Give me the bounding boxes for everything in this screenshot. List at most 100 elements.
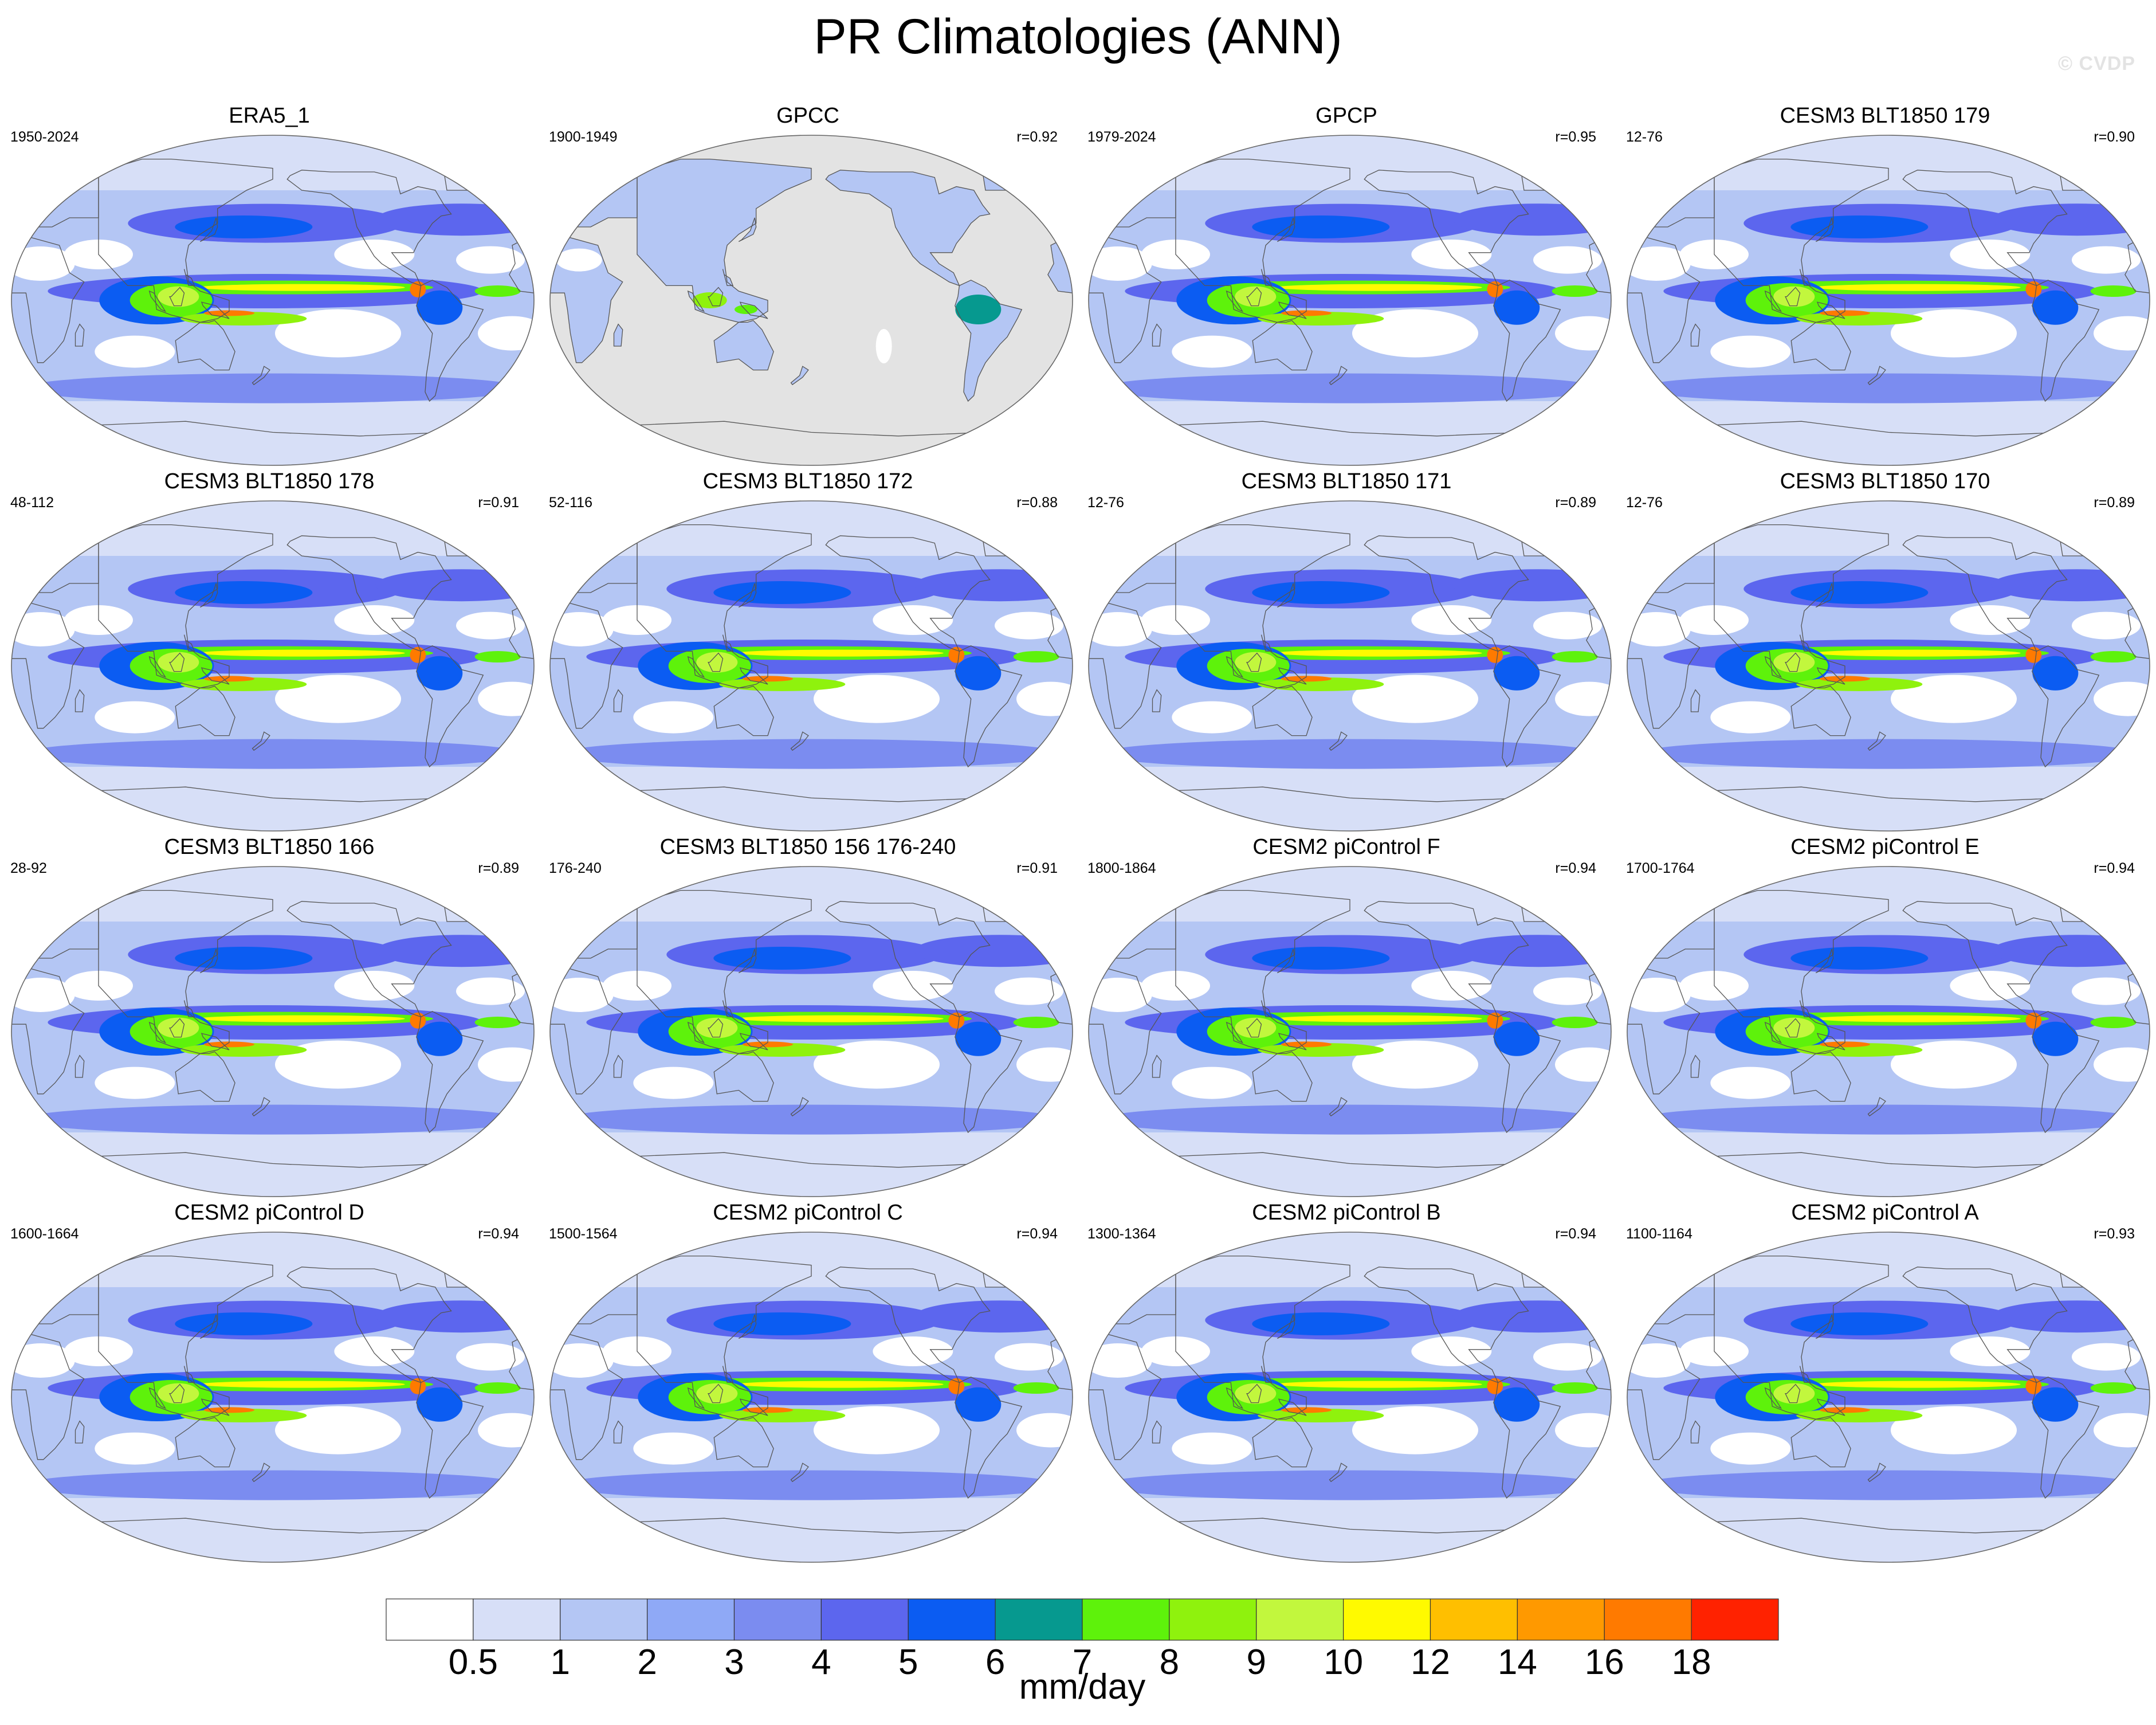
panel-title: CESM3 BLT1850 156 176-240 <box>659 835 956 859</box>
precipitation-map <box>1627 135 2150 466</box>
precipitation-map <box>11 500 535 832</box>
panel-correlation: r=0.92 <box>1016 129 1058 145</box>
panel-title: CESM2 piControl A <box>1791 1201 1979 1225</box>
colorbar-tick-label: 6 <box>985 1642 1006 1682</box>
colorbar: 0.5 1 2 3 4 5 6 7 8 9 10 12 14 16 18 <box>386 1598 1779 1682</box>
panel-title: CESM2 piControl E <box>1790 835 1980 859</box>
map-border <box>1627 135 2150 466</box>
colorbar-swatch <box>1691 1598 1779 1641</box>
panel-years: 12-76 <box>1626 129 1663 145</box>
map-panel: CESM3 BLT1850 166 28-92 r=0.89 <box>0 834 539 1201</box>
map-panel: CESM2 piControl F 1800-1864 r=0.94 <box>1077 834 1616 1201</box>
panel-years: 1600-1664 <box>10 1226 79 1242</box>
panel-title: CESM3 BLT1850 179 <box>1780 104 1990 128</box>
panel-correlation: r=0.89 <box>478 860 519 876</box>
colorbar-tick-label: 9 <box>1246 1642 1266 1682</box>
map-border <box>1627 1232 2150 1563</box>
map-border <box>549 135 1073 466</box>
colorbar-tick-label: 0.5 <box>448 1642 498 1682</box>
precipitation-map <box>1088 500 1612 832</box>
map-border <box>1088 866 1612 1197</box>
map-panel: CESM2 piControl D 1600-1664 r=0.94 <box>0 1200 539 1567</box>
panel-years: 48-112 <box>10 495 54 511</box>
colorbar-tick-label: 5 <box>898 1642 918 1682</box>
colorbar-tick-label: 7 <box>1072 1642 1093 1682</box>
panel-years: 1100-1164 <box>1626 1226 1692 1242</box>
colorbar-swatch <box>820 1598 909 1641</box>
colorbar-swatches <box>386 1598 1779 1641</box>
panel-years: 176-240 <box>549 860 602 876</box>
panel-years: 1979-2024 <box>1087 129 1156 145</box>
precipitation-map <box>1627 1232 2150 1563</box>
precipitation-map <box>549 135 1073 466</box>
colorbar-tick-label: 14 <box>1497 1642 1537 1682</box>
panel-title: CESM3 BLT1850 172 <box>702 469 913 493</box>
colorbar-swatch <box>908 1598 996 1641</box>
colorbar-swatch <box>1604 1598 1692 1641</box>
map-panel: CESM3 BLT1850 156 176-240 176-240 r=0.91 <box>539 834 1077 1201</box>
panel-title: CESM2 piControl D <box>174 1201 364 1225</box>
precipitation-map <box>1088 1232 1612 1563</box>
map-panel: CESM3 BLT1850 171 12-76 r=0.89 <box>1077 469 1616 836</box>
map-border <box>549 500 1073 832</box>
panel-title: CESM3 BLT1850 170 <box>1780 469 1990 493</box>
map-border <box>1088 500 1612 832</box>
map-panel: CESM2 piControl C 1500-1564 r=0.94 <box>539 1200 1077 1567</box>
panel-years: 12-76 <box>1626 495 1663 511</box>
panel-correlation: r=0.95 <box>1555 129 1596 145</box>
colorbar-tick-label: 3 <box>724 1642 744 1682</box>
colorbar-tick-label: 1 <box>550 1642 570 1682</box>
colorbar-units-label: mm/day <box>1019 1667 1146 1707</box>
map-border <box>1088 135 1612 466</box>
panel-correlation: r=0.94 <box>478 1226 519 1242</box>
panel-correlation: r=0.91 <box>1016 860 1058 876</box>
panel-title: CESM3 BLT1850 166 <box>164 835 375 859</box>
colorbar-swatch <box>1343 1598 1431 1641</box>
coastlines <box>1089 515 1611 831</box>
colorbar-tick-label: 18 <box>1671 1642 1711 1682</box>
precipitation-map <box>11 1232 535 1563</box>
colorbar-tick-label: 12 <box>1411 1642 1450 1682</box>
colorbar-swatch <box>1082 1598 1170 1641</box>
map-border <box>549 1232 1073 1563</box>
precipitation-map <box>1627 866 2150 1197</box>
map-border <box>11 1232 535 1563</box>
panel-correlation: r=0.94 <box>1555 1226 1596 1242</box>
colorbar-tick-label: 8 <box>1159 1642 1180 1682</box>
panel-years: 1700-1764 <box>1626 860 1695 876</box>
map-border <box>1627 866 2150 1197</box>
colorbar-tick-labels: 0.5 1 2 3 4 5 6 7 8 9 10 12 14 16 18 <box>386 1640 1778 1686</box>
map-panel: CESM3 BLT1850 170 12-76 r=0.89 <box>1616 469 2154 836</box>
colorbar-swatch <box>733 1598 822 1641</box>
map-panel: CESM2 piControl E 1700-1764 r=0.94 <box>1616 834 2154 1201</box>
page-title: PR Climatologies (ANN) <box>814 9 1342 64</box>
panel-title: CESM3 BLT1850 178 <box>164 469 375 493</box>
colorbar-tick-label: 10 <box>1324 1642 1364 1682</box>
panel-years: 28-92 <box>10 860 47 876</box>
colorbar-tick-label: 4 <box>811 1642 831 1682</box>
map-border <box>11 135 535 466</box>
panel-years: 1900-1949 <box>549 129 618 145</box>
panel-correlation: r=0.89 <box>1555 495 1596 511</box>
panel-years: 1500-1564 <box>549 1226 618 1242</box>
precipitation-map <box>1627 500 2150 832</box>
colorbar-swatch <box>1256 1598 1344 1641</box>
precipitation-map <box>549 1232 1073 1563</box>
panel-correlation: r=0.91 <box>478 495 519 511</box>
map-panel: CESM3 BLT1850 178 48-112 r=0.91 <box>0 469 539 836</box>
panel-years: 52-116 <box>549 495 592 511</box>
panel-title: GPCP <box>1315 104 1377 128</box>
colorbar-swatch <box>386 1598 474 1641</box>
map-border <box>549 866 1073 1197</box>
precipitation-map <box>1088 866 1612 1197</box>
map-panel: CESM3 BLT1850 172 52-116 r=0.88 <box>539 469 1077 836</box>
map-border <box>11 866 535 1197</box>
colorbar-swatch <box>473 1598 561 1641</box>
watermark: © CVDP <box>2058 53 2135 75</box>
colorbar-swatch <box>560 1598 648 1641</box>
panel-title: CESM2 piControl B <box>1252 1201 1441 1225</box>
panel-years: 1950-2024 <box>10 129 79 145</box>
map-border <box>1627 500 2150 832</box>
map-border <box>1088 1232 1612 1563</box>
map-panel: GPCP 1979-2024 r=0.95 <box>1077 103 1616 470</box>
